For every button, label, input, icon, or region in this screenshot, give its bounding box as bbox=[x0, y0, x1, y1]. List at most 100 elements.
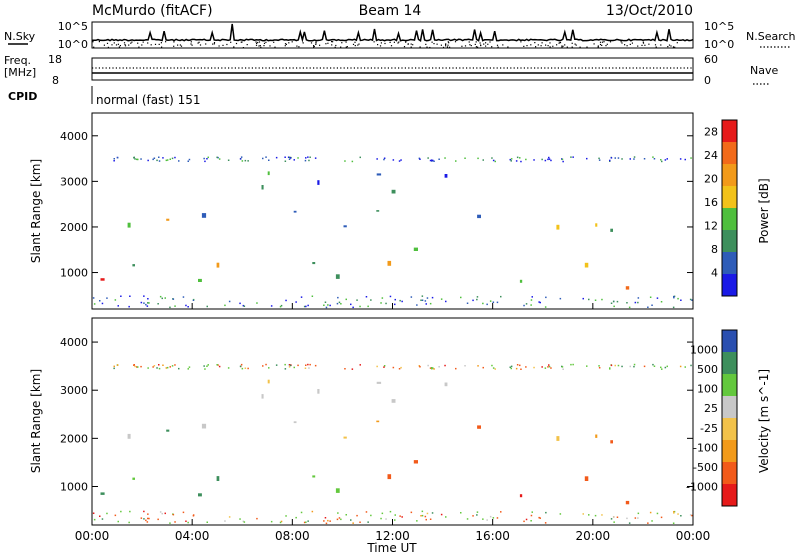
velocity-noise-cell bbox=[652, 363, 654, 366]
noise-search-dot bbox=[213, 42, 216, 44]
noise-search-dot bbox=[410, 43, 412, 45]
velocity-cell bbox=[391, 399, 396, 403]
noise-search-dot bbox=[142, 41, 144, 43]
noise-search-dot bbox=[345, 46, 347, 48]
noise-search-dot bbox=[670, 45, 672, 47]
power-cell bbox=[312, 262, 316, 265]
power-noise-cell bbox=[169, 306, 171, 309]
x-tick-labels: 00:00 04:00 08:00 12:00 16:00 20:00 00:00 bbox=[75, 529, 711, 543]
power-noise-cell bbox=[171, 157, 174, 160]
power-noise-cell bbox=[392, 159, 395, 161]
noise-search-dot bbox=[319, 44, 321, 46]
power-cell bbox=[100, 278, 105, 281]
noise-search-dot bbox=[431, 41, 433, 43]
power-noise-cell bbox=[510, 158, 513, 160]
velocity-noise-cell bbox=[381, 512, 384, 515]
noise-search-dot bbox=[331, 41, 333, 43]
power-cell bbox=[261, 185, 264, 190]
power-noise-cell bbox=[340, 303, 342, 305]
noise-search-dot bbox=[335, 44, 337, 47]
noise-search-dot bbox=[447, 41, 449, 43]
velocity-noise-cell bbox=[224, 520, 226, 522]
power-noise-cell bbox=[570, 156, 572, 158]
velocity-noise-cell bbox=[351, 368, 354, 370]
velocity-noise-cell bbox=[308, 367, 310, 369]
noise-search-dot bbox=[291, 41, 293, 43]
power-noise-cell bbox=[344, 160, 346, 162]
velocity-cell bbox=[343, 436, 347, 439]
noise-search-dot bbox=[597, 46, 599, 48]
velocity-noise-cell bbox=[544, 367, 547, 369]
noise-search-dot bbox=[586, 46, 588, 48]
power-cell bbox=[625, 286, 630, 290]
noise-search-dot bbox=[566, 46, 568, 48]
noise-search-dot bbox=[644, 44, 646, 46]
velocity-noise-cell bbox=[416, 520, 418, 522]
velocity-cell bbox=[610, 440, 613, 444]
power-noise-cell bbox=[337, 296, 339, 299]
power-noise-cell bbox=[323, 304, 325, 306]
velocity-noise-cell bbox=[217, 364, 219, 366]
noise-search-dot bbox=[233, 46, 235, 48]
noise-search-dot bbox=[358, 43, 360, 45]
noise-search-dot bbox=[523, 45, 525, 47]
noise-search-dot bbox=[331, 44, 333, 46]
velocity-cell bbox=[201, 423, 207, 429]
power-noise-cell bbox=[673, 295, 676, 298]
velocity-noise-cell bbox=[370, 514, 372, 517]
colorbar-segment bbox=[722, 142, 737, 164]
noise-search-dot bbox=[445, 44, 447, 46]
velocity-noise-cell bbox=[309, 363, 311, 366]
velocity-noise-cell bbox=[92, 512, 95, 514]
power-noise-cell bbox=[628, 306, 631, 309]
power-cell bbox=[610, 228, 613, 232]
noise-search-dot bbox=[599, 41, 602, 43]
power-noise-cell bbox=[133, 157, 135, 159]
noise-search-dot bbox=[475, 41, 477, 43]
noise-search-dot bbox=[426, 46, 428, 48]
noise-search-dot bbox=[273, 41, 275, 43]
colorbar-segment bbox=[722, 274, 737, 296]
noise-search-dot bbox=[138, 46, 140, 48]
noise-search-dot bbox=[541, 42, 543, 44]
power-noise-cell bbox=[304, 159, 307, 162]
velocity-noise-cell bbox=[594, 514, 597, 517]
noise-search-dot bbox=[552, 45, 554, 47]
noise-search-dot bbox=[141, 44, 143, 46]
velocity-noise-cell bbox=[340, 518, 342, 521]
velocity-noise-cell bbox=[690, 364, 692, 367]
velocity-noise-cell bbox=[247, 367, 249, 370]
noise-search-dot bbox=[454, 41, 457, 43]
velocity-noise-cell bbox=[116, 364, 119, 366]
power-noise-cell bbox=[424, 300, 427, 302]
power-noise-cell bbox=[651, 304, 653, 306]
velocity-noise-cell bbox=[399, 515, 401, 517]
power-noise-cell bbox=[370, 299, 372, 301]
noise-search-dot bbox=[150, 44, 152, 46]
power-noise-cell bbox=[400, 159, 402, 161]
power-noise-cell bbox=[327, 304, 329, 306]
velocity-colorbar-tick-label: 25 bbox=[704, 402, 718, 415]
noise-search-dot bbox=[483, 43, 485, 45]
power-noise-cell bbox=[265, 156, 267, 158]
freq-left-label-2: [MHz] bbox=[4, 66, 36, 79]
velocity-cell bbox=[317, 389, 320, 394]
power-noise-cell bbox=[482, 302, 484, 305]
power-noise-cell bbox=[284, 160, 287, 162]
power-noise-cell bbox=[401, 300, 403, 303]
velocity-x-ticks bbox=[91, 519, 694, 525]
velocity-noise-cell bbox=[244, 367, 247, 369]
velocity-noise-cell bbox=[314, 364, 317, 367]
power-noise-cell bbox=[297, 157, 299, 159]
velocity-noise-cell bbox=[216, 364, 218, 366]
colorbar-segment bbox=[722, 120, 737, 142]
velocity-noise-cell bbox=[153, 365, 156, 367]
noise-search-dot bbox=[535, 46, 537, 48]
power-cell bbox=[132, 264, 135, 267]
noise-search-dot bbox=[624, 44, 626, 46]
velocity-noise-cell bbox=[431, 512, 434, 514]
velocity-colorbar-tick-label: 100 bbox=[697, 383, 718, 396]
power-noise-cell bbox=[612, 300, 615, 303]
noise-search-dot bbox=[561, 46, 563, 48]
velocity-panel-frame bbox=[91, 317, 694, 526]
